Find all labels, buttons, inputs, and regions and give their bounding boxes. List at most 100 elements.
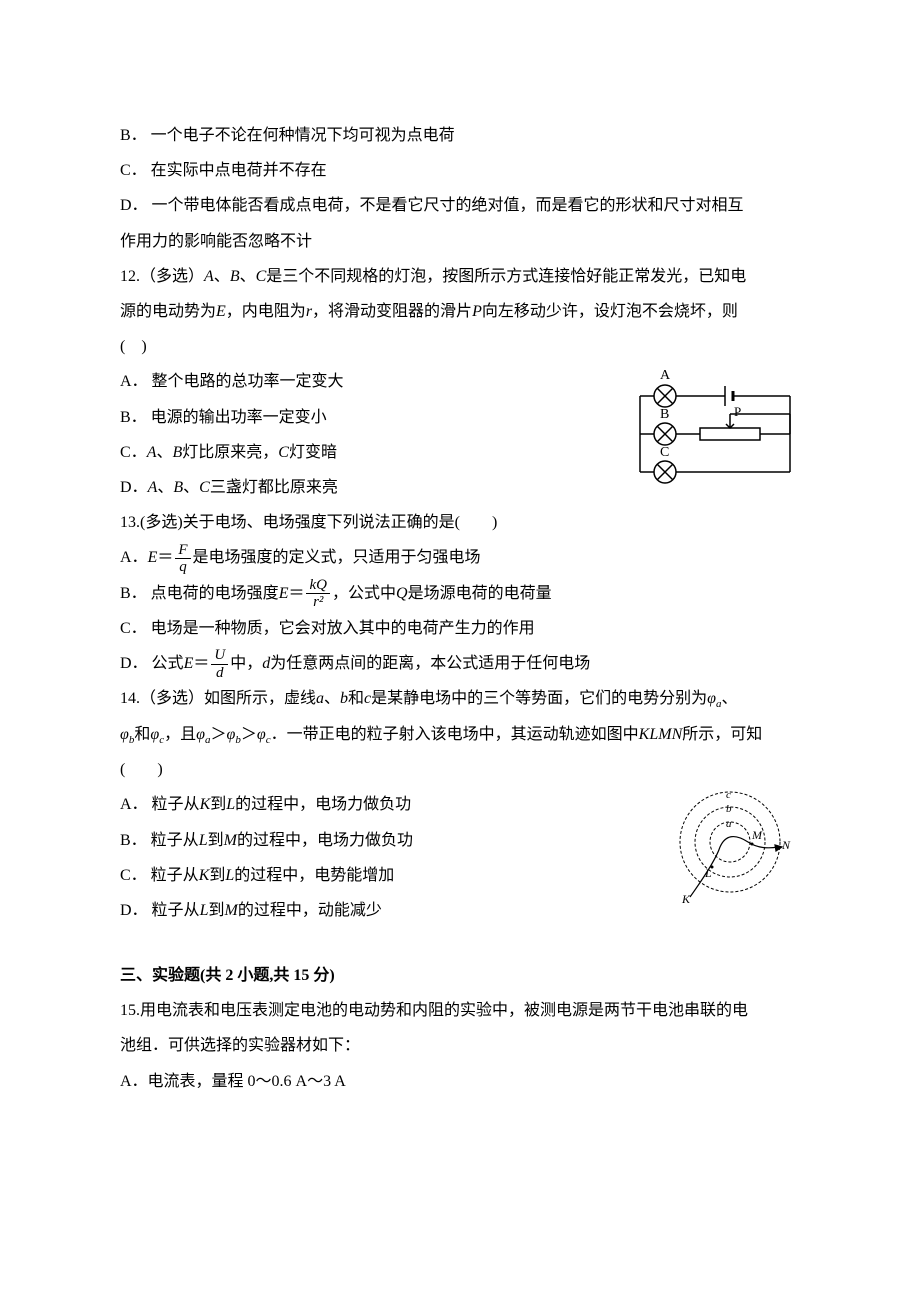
q14b-prefix: B． 粒子从 bbox=[120, 832, 199, 849]
q15-option-a: A．电流表，量程 0～0.6 A～3 A bbox=[120, 1064, 800, 1099]
q12-stem-line1: 12.（多选）A、B、C是三个不同规格的灯泡，按图所示方式连接恰好能正常发光，已… bbox=[120, 259, 800, 294]
q14-figure: a b c K L M N bbox=[660, 787, 800, 907]
q14d-mid: 到 bbox=[208, 902, 224, 919]
q14-s2b: ，且 bbox=[164, 726, 196, 743]
q12d-prefix: D． bbox=[120, 479, 148, 496]
q14-KLMN: KLMN bbox=[639, 726, 683, 743]
q13b-t2: 是场源电荷的电荷量 bbox=[408, 585, 552, 602]
exam-page: B． 一个电子不论在何种情况下均可视为点电荷 C． 在实际中点电荷并不存在 D．… bbox=[0, 0, 920, 1302]
q14-phic-2: φc bbox=[257, 726, 271, 743]
q14-phia-2: φa bbox=[196, 726, 210, 743]
q12-prefix: 12.（多选） bbox=[120, 268, 204, 285]
q14c-text: 的过程中，电势能增加 bbox=[234, 867, 394, 884]
q13-option-c: C． 电场是一种物质，它会对放入其中的电荷产生力的作用 bbox=[120, 611, 800, 646]
q14-sep1: 、 bbox=[324, 690, 340, 707]
fig14-N: N bbox=[781, 838, 791, 852]
q14c-mid: 到 bbox=[209, 867, 225, 884]
q14c-prefix: C． 粒子从 bbox=[120, 867, 199, 884]
fig-label-P: P bbox=[734, 404, 741, 419]
q14c-L: L bbox=[225, 867, 234, 884]
q11-option-d-line1: D． 一个带电体能否看成点电荷，不是看它尺寸的绝对值，而是看它的形状和尺寸对相互 bbox=[120, 188, 800, 223]
q13-option-b: B． 点电荷的电场强度E＝kQr²，公式中Q是场源电荷的电荷量 bbox=[120, 576, 800, 611]
q13-stem: 13.(多选)关于电场、电场强度下列说法正确的是( ) bbox=[120, 505, 800, 540]
q12-circuit-figure: A B C P bbox=[630, 364, 800, 494]
q13d-den: d bbox=[211, 665, 228, 682]
equipotential-svg: a b c K L M N bbox=[660, 787, 800, 907]
q12-s2c: ，将滑动变阻器的滑片 bbox=[312, 303, 472, 320]
q12c-sep: 、 bbox=[156, 444, 172, 461]
fig-label-A: A bbox=[660, 368, 671, 383]
q11-option-d-line2: 作用力的影响能否忽略不计 bbox=[120, 224, 800, 259]
fig14-b: b bbox=[726, 803, 732, 815]
q12-paren: ( ) bbox=[120, 329, 800, 364]
q12d-C: C bbox=[199, 479, 210, 496]
q14d-text: 的过程中，动能减少 bbox=[238, 902, 382, 919]
q13b-t1: ，公式中 bbox=[332, 585, 396, 602]
q13a-E: E bbox=[148, 549, 158, 566]
q15-stem-line2: 池组．可供选择的实验器材如下： bbox=[120, 1028, 800, 1063]
q14b-mid: 到 bbox=[208, 832, 224, 849]
q14d-prefix: D． 粒子从 bbox=[120, 902, 200, 919]
q14b-text: 的过程中，电场力做负功 bbox=[237, 832, 413, 849]
q12-s2a: 源的电动势为 bbox=[120, 303, 216, 320]
fig14-L: L bbox=[704, 866, 712, 880]
q12d-A: A bbox=[148, 479, 158, 496]
q13a-den: q bbox=[175, 559, 190, 576]
q12d-text: 三盏灯都比原来亮 bbox=[210, 479, 338, 496]
q14-phib-2: φb bbox=[227, 726, 241, 743]
q13-option-d: D． 公式E＝Ud中，d为任意两点间的距离，本公式适用于任何电场 bbox=[120, 646, 800, 681]
q13b-den: r² bbox=[306, 594, 330, 611]
fig-label-B: B bbox=[660, 407, 669, 422]
q13d-num: U bbox=[211, 647, 228, 665]
q14-stem-line2: φb和φc，且φa＞φb＞φc．一带正电的粒子射入该电场中，其运动轨迹如图中KL… bbox=[120, 717, 800, 752]
q14-s2e: 一带正电的粒子射入该电场中，其运动轨迹如图中 bbox=[287, 726, 639, 743]
q12d-B: B bbox=[173, 479, 183, 496]
q13b-num: kQ bbox=[306, 577, 330, 595]
q14-mid2: 是某静电场中的三个等势面，它们的电势分别为 bbox=[371, 690, 707, 707]
q13b-fraction: kQr² bbox=[306, 577, 330, 611]
q14-gt2: ＞ bbox=[241, 726, 257, 743]
q14-gt1: ＞ bbox=[211, 726, 227, 743]
q12d-sep1: 、 bbox=[157, 479, 173, 496]
q15-stem-line1: 15.用电流表和电压表测定电池的电动势和内阻的实验中，被测电源是两节干电池串联的… bbox=[120, 993, 800, 1028]
q12-P: P bbox=[472, 303, 482, 320]
q14-phia-1: φa bbox=[707, 690, 721, 707]
q12-A: A bbox=[204, 268, 214, 285]
q12-sep2: 、 bbox=[240, 268, 256, 285]
q13a-num: F bbox=[175, 542, 190, 560]
q13d-t2: 为任意两点间的距离，本公式适用于任何电场 bbox=[270, 655, 590, 672]
q14a-K: K bbox=[200, 796, 211, 813]
q12d-sep2: 、 bbox=[183, 479, 199, 496]
q12-s2d: 向左移动少许，设灯泡不会烧坏，则 bbox=[482, 303, 738, 320]
q11-option-b: B． 一个电子不论在何种情况下均可视为点电荷 bbox=[120, 118, 800, 153]
q13a-prefix: A． bbox=[120, 549, 148, 566]
q13b-Q: Q bbox=[396, 585, 408, 602]
q14-phic-1: φc bbox=[150, 726, 164, 743]
q12-B: B bbox=[230, 268, 240, 285]
q14-sep2: 、 bbox=[722, 690, 738, 707]
fig14-c: c bbox=[726, 789, 731, 801]
section-3-heading: 三、实验题(共 2 小题,共 15 分) bbox=[120, 958, 800, 993]
q14-b: b bbox=[340, 690, 348, 707]
q14-phib-1: φb bbox=[120, 726, 134, 743]
q14a-text: 的过程中，电场力做负功 bbox=[235, 796, 411, 813]
q14-s1-prefix: 14.（多选）如图所示，虚线 bbox=[120, 690, 316, 707]
q12-stem-line2: 源的电动势为E，内电阻为r，将滑动变阻器的滑片P向左移动少许，设灯泡不会烧坏，则 bbox=[120, 294, 800, 329]
q13d-prefix: D． 公式 bbox=[120, 655, 184, 672]
q14a-L: L bbox=[226, 796, 235, 813]
q13a-text: 是电场强度的定义式，只适用于匀强电场 bbox=[193, 549, 481, 566]
q11-option-c: C． 在实际中点电荷并不存在 bbox=[120, 153, 800, 188]
fig-label-C: C bbox=[660, 445, 669, 460]
q12c-t1: 灯比原来亮， bbox=[182, 444, 278, 461]
q12c-t2: 灯变暗 bbox=[289, 444, 337, 461]
fig14-M: M bbox=[751, 828, 763, 842]
q12c-A: A bbox=[147, 444, 157, 461]
q13d-t1: 中， bbox=[230, 655, 262, 672]
q14a-mid: 到 bbox=[210, 796, 226, 813]
q14-mid1: 和 bbox=[348, 690, 364, 707]
q12c-C: C bbox=[278, 444, 289, 461]
q12-sep1: 、 bbox=[214, 268, 230, 285]
q14-stem-line1: 14.（多选）如图所示，虚线a、b和c是某静电场中的三个等势面，它们的电势分别为… bbox=[120, 681, 800, 716]
q12-s2b: ，内电阻为 bbox=[226, 303, 306, 320]
q14d-M: M bbox=[224, 902, 237, 919]
